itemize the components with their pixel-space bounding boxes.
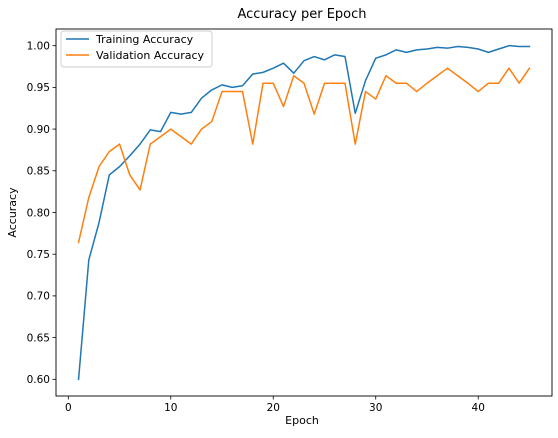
y-tick-label: 0.75 <box>27 249 50 261</box>
series-lines <box>77 44 531 381</box>
x-tick-label: 10 <box>164 402 177 414</box>
x-tick-label: 40 <box>472 402 485 414</box>
y-axis-ticks: 0.60 0.65 0.70 0.75 0.80 0.85 0.90 0.95 1.00 <box>27 40 56 386</box>
y-tick-label: 0.80 <box>27 207 50 219</box>
legend-label-validation: Validation Accuracy <box>96 49 205 62</box>
training-accuracy-line <box>77 44 531 381</box>
y-tick-label: 0.70 <box>27 291 50 303</box>
legend: Training Accuracy Validation Accuracy <box>60 30 213 68</box>
y-tick-label: 1.00 <box>27 40 50 52</box>
x-tick-label: 30 <box>369 402 382 414</box>
plot-frame <box>55 28 553 397</box>
x-tick-label: 20 <box>267 402 280 414</box>
legend-box <box>60 30 213 68</box>
y-tick-label: 0.95 <box>27 82 50 94</box>
y-axis-label: Accuracy <box>6 187 19 238</box>
x-axis-label: Epoch <box>285 414 319 427</box>
y-tick-label: 0.60 <box>27 374 50 386</box>
y-tick-label: 0.65 <box>27 332 50 344</box>
y-tick-label: 0.85 <box>27 166 50 178</box>
validation-accuracy-line <box>77 67 531 244</box>
legend-label-training: Training Accuracy <box>95 33 194 46</box>
chart-title: Accuracy per Epoch <box>237 7 366 22</box>
x-tick-label: 0 <box>65 402 72 414</box>
x-axis-ticks: 0 10 20 30 40 <box>65 396 485 414</box>
y-tick-label: 0.90 <box>27 124 50 136</box>
